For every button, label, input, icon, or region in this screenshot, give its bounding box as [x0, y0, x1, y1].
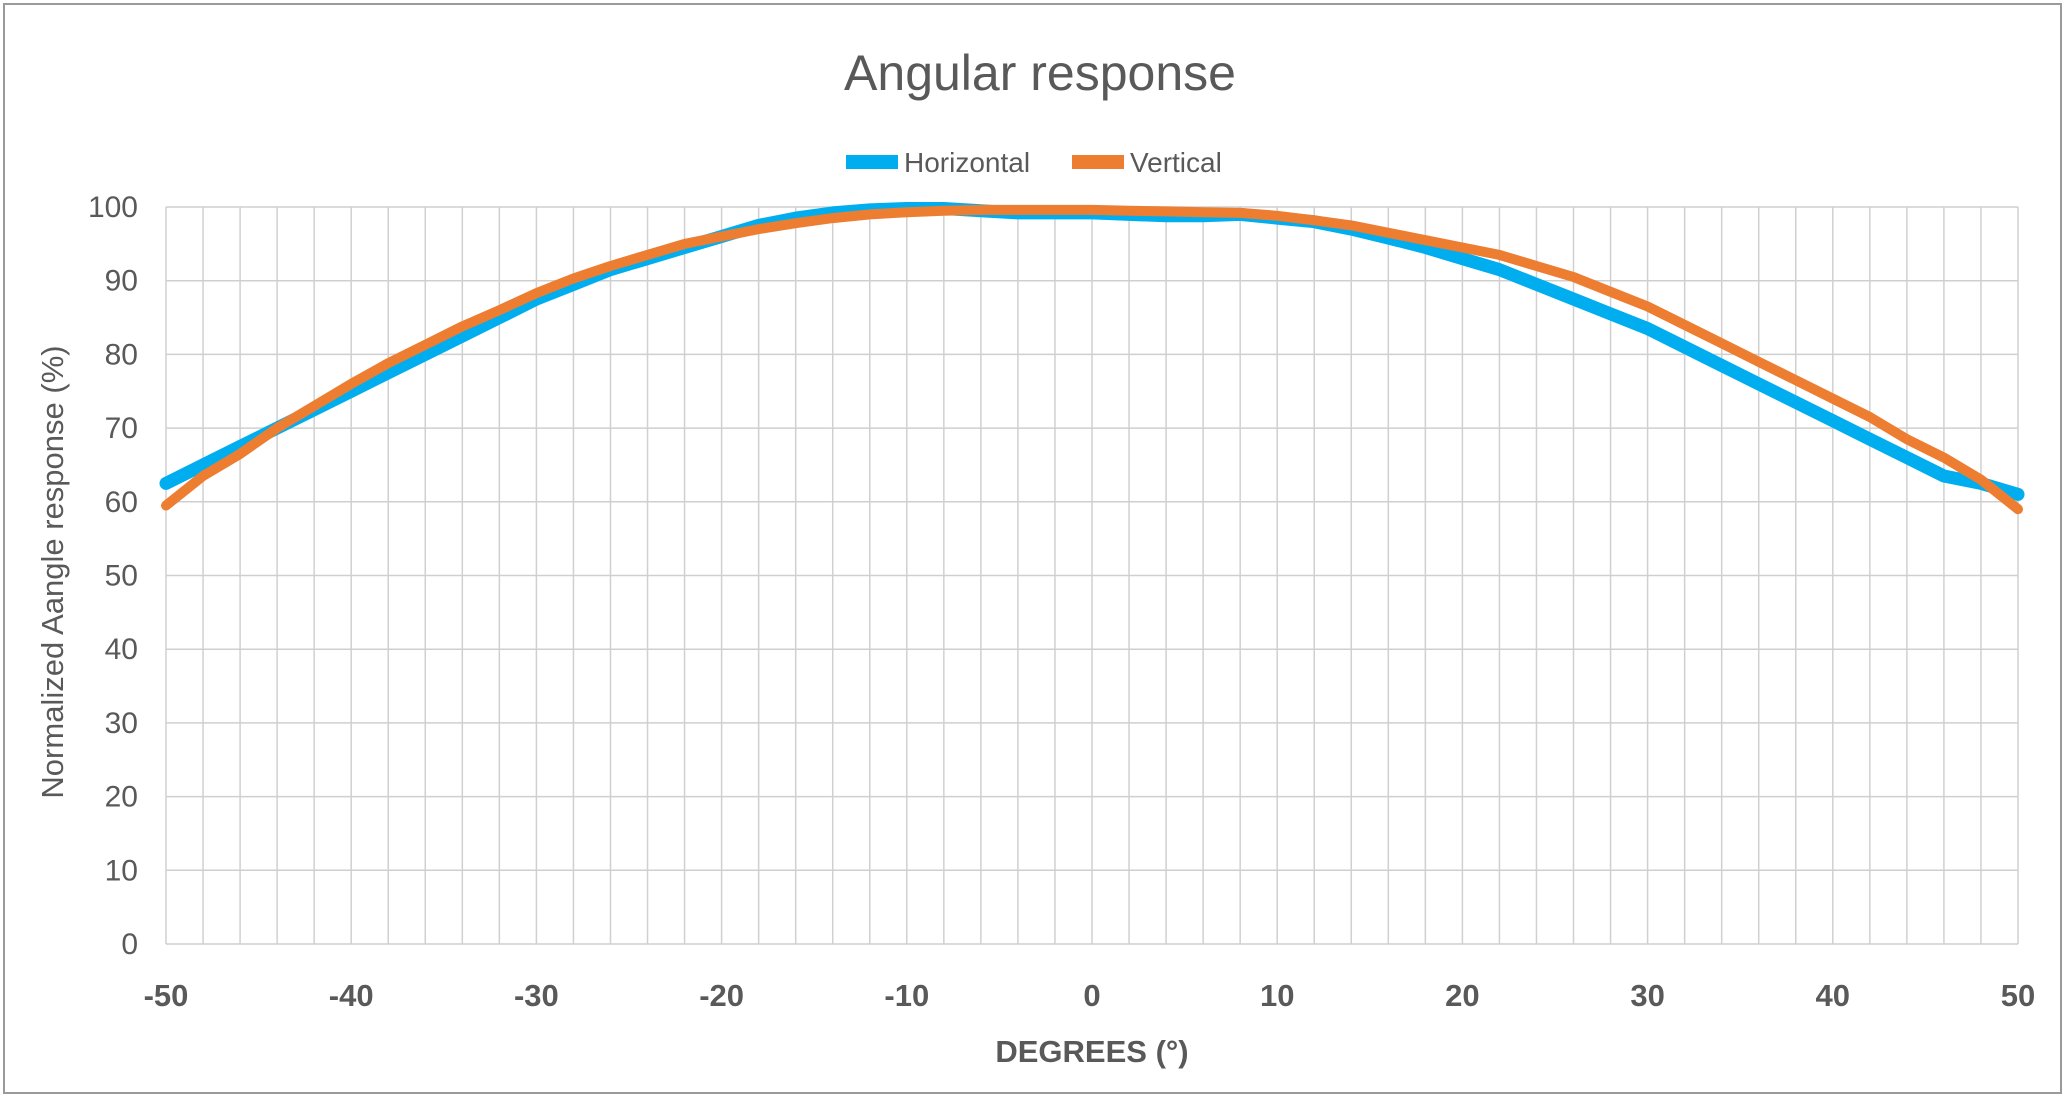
y-tick-label: 70	[105, 412, 138, 445]
x-axis-ticks: -50 -40 -30 -20 -10 0 10 20 30 40 50	[144, 978, 2036, 1013]
x-tick-label: -10	[884, 978, 929, 1013]
x-tick-label: 20	[1445, 978, 1479, 1013]
x-axis-label: DEGREES (°)	[995, 1034, 1188, 1069]
y-tick-label: 90	[105, 265, 138, 298]
gridlines	[165, 206, 2019, 945]
y-tick-label: 50	[105, 560, 138, 593]
x-tick-label: 40	[1816, 978, 1850, 1013]
x-tick-label: -30	[514, 978, 559, 1013]
chart-frame	[3, 3, 2062, 1094]
legend-entry-vertical: Vertical	[1072, 147, 1222, 178]
series-line-vertical	[161, 204, 2023, 515]
x-tick-label: -40	[329, 978, 374, 1013]
y-tick-label: 40	[105, 633, 138, 666]
y-tick-label: 10	[105, 854, 138, 887]
chart-title: Angular response	[844, 45, 1236, 101]
x-tick-label: 0	[1083, 978, 1100, 1013]
legend-label-horizontal: Horizontal	[904, 147, 1030, 178]
legend: Horizontal Vertical	[846, 147, 1222, 178]
y-tick-label: 0	[121, 928, 138, 961]
legend-entry-horizontal: Horizontal	[846, 147, 1030, 178]
y-tick-label: 20	[105, 781, 138, 814]
legend-swatch-vertical	[1072, 155, 1124, 169]
y-tick-label: 100	[88, 191, 138, 224]
y-tick-label: 80	[105, 338, 138, 371]
y-tick-label: 30	[105, 707, 138, 740]
x-tick-label: 10	[1260, 978, 1294, 1013]
x-tick-label: 30	[1630, 978, 1664, 1013]
x-tick-label: -50	[144, 978, 189, 1013]
y-tick-label: 60	[105, 486, 138, 519]
y-axis-label: Normalized Aangle response (%)	[35, 345, 70, 798]
legend-swatch-horizontal	[846, 155, 898, 169]
y-axis-ticks: 0 10 20 30 40 50 60 70 80 90 100	[88, 191, 138, 961]
x-tick-label: -20	[699, 978, 744, 1013]
x-tick-label: 50	[2001, 978, 2035, 1013]
series-layer	[159, 202, 2025, 515]
legend-label-vertical: Vertical	[1130, 147, 1222, 178]
